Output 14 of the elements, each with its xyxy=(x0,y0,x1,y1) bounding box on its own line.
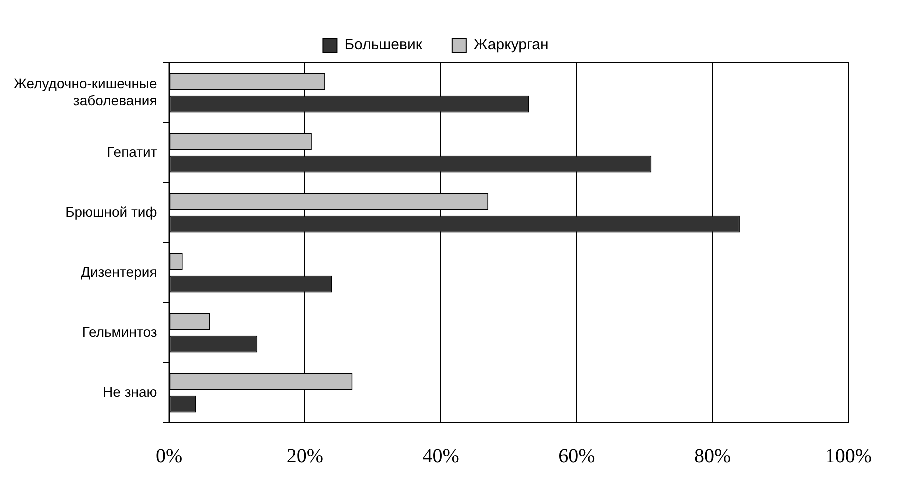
x-tick-label: 40% xyxy=(422,445,460,468)
y-tick-label: Гельминтоз xyxy=(82,324,158,340)
x-tick-label: 60% xyxy=(558,445,596,468)
x-tick-label: 80% xyxy=(694,445,732,468)
x-tick-label: 20% xyxy=(286,445,324,468)
y-tick-label: Дизентерия xyxy=(80,264,158,280)
legend-label: Большевик xyxy=(344,36,423,54)
y-tick-label: Гепатит xyxy=(107,144,158,160)
y-tick-label: Желудочно-кишечные заболевания xyxy=(14,75,158,108)
legend-label: Жаркурган xyxy=(474,36,549,54)
y-tick-label: Брюшной тиф xyxy=(66,204,158,220)
y-tick-label: Не знаю xyxy=(103,384,158,400)
x-tick-label: 100% xyxy=(825,445,872,468)
x-tick-label: 0% xyxy=(156,445,183,468)
